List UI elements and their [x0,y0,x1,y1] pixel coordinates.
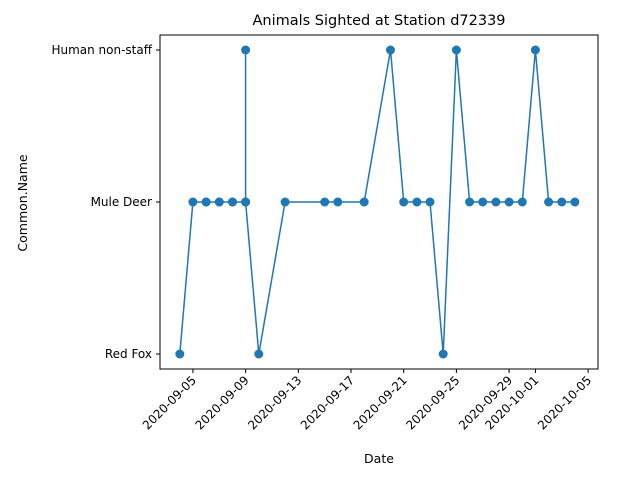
data-point [544,197,554,207]
data-point [399,197,409,207]
data-point [491,197,501,207]
data-point [386,45,395,55]
data-point [412,197,422,207]
data-point [214,197,224,207]
data-point [201,197,211,207]
plot-area [175,45,580,359]
data-point [320,197,330,207]
data-point [241,197,251,207]
data-point [517,197,527,207]
data-point [557,197,567,207]
y-tick-label: Mule Deer [91,195,152,209]
data-point [465,197,475,207]
data-point [175,349,185,359]
data-point [280,197,290,207]
data-point [478,197,488,207]
y-tick-label: Red Fox [105,347,152,361]
y-tick-label: Human non-staff [51,43,152,57]
data-point [504,197,514,207]
chart-title: Animals Sighted at Station d72339 [252,13,505,29]
data-point [333,197,343,207]
data-point [530,45,540,55]
x-axis-label: Date [364,451,394,466]
data-point [425,197,435,207]
data-point [359,197,369,207]
data-point [570,197,580,207]
y-axis: Red Fox Mule Deer Human non-staff [51,43,160,361]
y-axis-label: Common.Name [15,154,30,251]
data-point [254,349,264,359]
data-point [228,197,237,207]
data-point [438,349,448,359]
series-line [179,49,575,355]
data-point [188,197,198,207]
data-point [241,45,251,55]
data-point [451,45,461,55]
